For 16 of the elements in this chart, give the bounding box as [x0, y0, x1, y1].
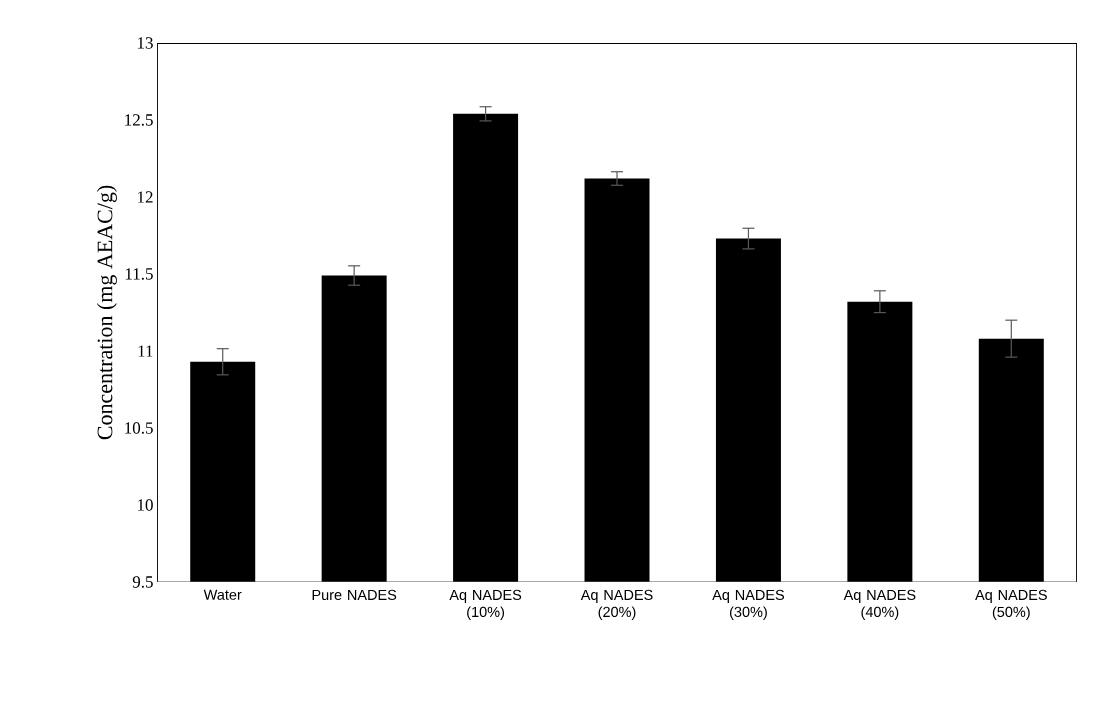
y-tick-label: 10.5: [125, 422, 153, 434]
x-tick-label: Aq NADES (10%): [449, 589, 522, 620]
y-tick-label: 9.5: [132, 576, 153, 588]
y-tick-label: 13: [137, 37, 153, 49]
x-tick-label: Water: [203, 589, 242, 600]
x-tick-label: Pure NADES: [312, 589, 397, 601]
x-tick-label: Aq NADES (20%): [580, 589, 653, 620]
x-tick-label: Aq NADES (40%): [843, 589, 916, 620]
y-tick-label: 12: [137, 191, 153, 203]
y-tick-label: 10: [137, 499, 153, 511]
y-axis-title: Concentration (mg AEAC/g): [96, 185, 117, 440]
y-tick-label: 11: [138, 345, 153, 357]
y-tick-label: 11.5: [125, 268, 153, 280]
y-tick-label: 12.5: [125, 114, 153, 126]
x-tick-label: Aq NADES (30%): [712, 589, 785, 620]
x-tick-label: Aq NADES (50%): [975, 589, 1047, 620]
